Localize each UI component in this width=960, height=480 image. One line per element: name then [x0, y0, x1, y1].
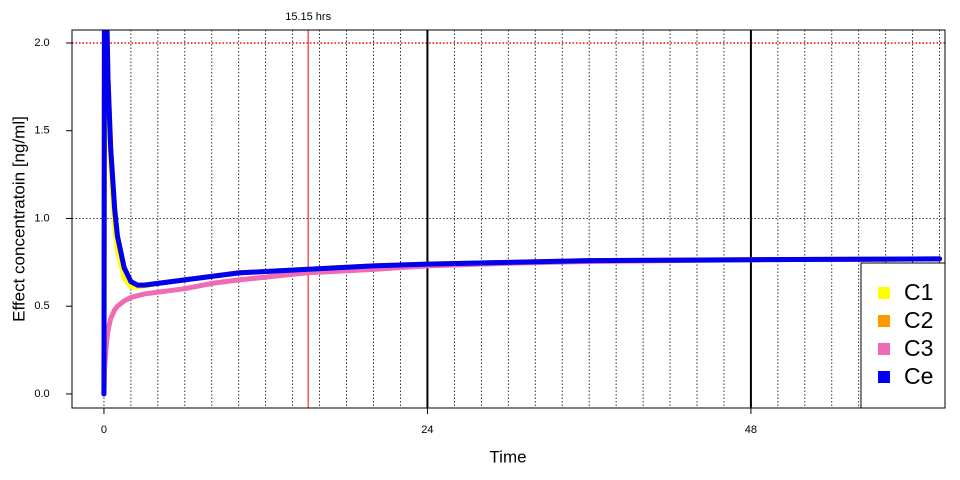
series-line: [101, 256, 943, 397]
series-line: [101, 30, 943, 397]
legend-box: [860, 262, 946, 409]
plot-frame: [71, 29, 946, 409]
series-line: [101, 30, 943, 397]
series-line: [101, 30, 943, 397]
x-tick-label: 0: [101, 424, 107, 436]
legend-label: Ce: [904, 363, 933, 389]
y-tick-label: 1.5: [34, 125, 49, 137]
legend-swatch: [878, 287, 890, 299]
legend-label: C3: [904, 335, 933, 361]
x-tick-label: 48: [745, 424, 757, 436]
legend-swatch: [878, 315, 890, 327]
y-tick-label: 2.0: [34, 37, 49, 49]
annotation: 15.15 hrs: [285, 11, 331, 23]
legend-label: C2: [904, 307, 933, 333]
y-tick-label: 0.0: [34, 388, 49, 400]
y-tick-label: 1.0: [34, 212, 49, 224]
legend-label: C1: [904, 279, 933, 305]
y-tick-label: 0.5: [34, 300, 49, 312]
legend-swatch: [878, 371, 890, 383]
x-tick-label: 24: [421, 424, 433, 436]
x-axis-label: Time: [489, 447, 526, 466]
legend-swatch: [878, 343, 890, 355]
plot-area: [101, 30, 943, 397]
y-axis-label: Effect concentratoin [ng/ml]: [9, 116, 28, 322]
